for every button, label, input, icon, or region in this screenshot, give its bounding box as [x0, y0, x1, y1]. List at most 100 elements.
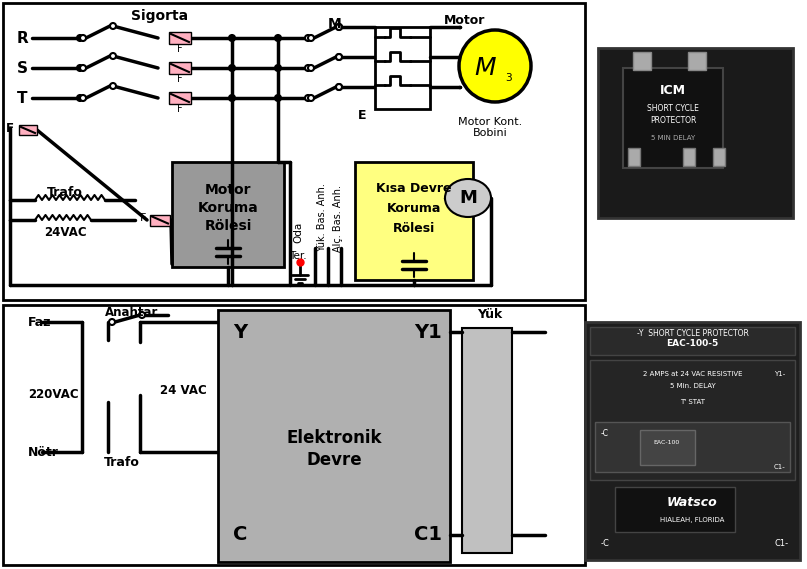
Text: -C: -C	[601, 430, 609, 439]
Text: F: F	[178, 104, 183, 114]
Bar	[688, 52, 706, 70]
Circle shape	[77, 35, 83, 41]
Text: $_3$: $_3$	[505, 68, 513, 84]
Text: F: F	[140, 213, 146, 223]
Text: C1-: C1-	[774, 464, 786, 470]
Circle shape	[308, 65, 314, 71]
Text: C: C	[232, 526, 247, 545]
Circle shape	[336, 24, 342, 30]
Text: M: M	[459, 189, 477, 207]
Text: M: M	[328, 17, 342, 31]
Ellipse shape	[445, 179, 491, 217]
Circle shape	[305, 65, 311, 71]
Bar	[623, 68, 723, 168]
Text: Trafo: Trafo	[47, 185, 83, 199]
Circle shape	[110, 53, 116, 59]
Circle shape	[110, 23, 116, 29]
Bar	[633, 52, 651, 70]
Text: Watsco: Watsco	[667, 496, 718, 509]
Circle shape	[336, 54, 342, 60]
Bar	[590, 327, 795, 355]
Text: Kısa Devre: Kısa Devre	[376, 182, 452, 195]
Circle shape	[459, 30, 531, 102]
Circle shape	[109, 319, 115, 325]
Circle shape	[80, 35, 86, 41]
Bar	[3, 305, 585, 565]
Text: Y1-: Y1-	[775, 371, 786, 377]
Circle shape	[305, 95, 311, 101]
Circle shape	[139, 312, 145, 318]
Bar	[683, 148, 695, 166]
Bar	[590, 360, 795, 480]
Text: 5 Min. DELAY: 5 Min. DELAY	[670, 383, 715, 389]
Bar	[615, 487, 735, 532]
Text: -Y  SHORT CYCLE PROTECTOR: -Y SHORT CYCLE PROTECTOR	[637, 329, 748, 339]
Text: F: F	[6, 122, 14, 134]
Text: T: T	[17, 90, 27, 105]
Text: Rölesi: Rölesi	[393, 221, 435, 234]
Circle shape	[336, 84, 342, 90]
Text: Trafo: Trafo	[104, 456, 140, 469]
Text: Y1: Y1	[414, 323, 442, 341]
Text: E: E	[358, 109, 366, 122]
Text: Motor: Motor	[205, 183, 251, 197]
Circle shape	[305, 35, 311, 41]
Text: Motor: Motor	[445, 14, 486, 27]
Bar	[169, 32, 191, 44]
Circle shape	[336, 84, 342, 90]
Bar	[713, 148, 725, 166]
Circle shape	[275, 35, 281, 41]
Text: Sigorta: Sigorta	[132, 9, 189, 23]
Circle shape	[77, 65, 83, 71]
Circle shape	[229, 95, 235, 101]
Bar	[218, 310, 450, 562]
Text: Koruma: Koruma	[387, 201, 441, 215]
Text: T' STAT: T' STAT	[680, 399, 705, 405]
Text: R: R	[16, 31, 28, 46]
Text: Y: Y	[233, 323, 247, 341]
Text: Ter.: Ter.	[289, 251, 307, 261]
Text: Devre: Devre	[306, 451, 362, 469]
Text: EAC-100-5: EAC-100-5	[667, 340, 718, 348]
Text: F: F	[178, 74, 183, 84]
Text: C1: C1	[414, 526, 442, 545]
Circle shape	[229, 35, 235, 41]
Text: Rölesi: Rölesi	[204, 219, 252, 233]
Text: EAC-100: EAC-100	[654, 439, 680, 444]
Circle shape	[80, 95, 86, 101]
Text: Anahtar: Anahtar	[105, 307, 159, 320]
Text: -C: -C	[600, 539, 609, 549]
Circle shape	[308, 95, 314, 101]
Text: PROTECTOR: PROTECTOR	[650, 116, 696, 125]
Bar	[595, 422, 790, 472]
Circle shape	[77, 95, 83, 101]
Circle shape	[275, 95, 281, 101]
Text: Oda: Oda	[293, 221, 303, 242]
Text: 2 AMPS at 24 VAC RESISTIVE: 2 AMPS at 24 VAC RESISTIVE	[642, 371, 742, 377]
Bar	[169, 62, 191, 74]
Bar	[628, 148, 640, 166]
Bar	[598, 48, 793, 218]
Bar	[375, 27, 430, 109]
Bar	[640, 430, 695, 465]
Text: 24VAC: 24VAC	[44, 225, 86, 238]
Text: Yük. Bas. Anh.: Yük. Bas. Anh.	[317, 184, 327, 253]
Text: 220VAC: 220VAC	[28, 389, 78, 402]
Circle shape	[229, 65, 235, 71]
Bar	[172, 162, 284, 267]
Text: 5 MIN DELAY: 5 MIN DELAY	[651, 135, 695, 141]
Bar	[19, 125, 37, 135]
Bar	[355, 162, 473, 280]
Text: Bobini: Bobini	[473, 128, 508, 138]
Text: HIALEAH, FLORIDA: HIALEAH, FLORIDA	[660, 517, 725, 523]
Text: S: S	[16, 60, 27, 76]
Text: Yük: Yük	[478, 308, 503, 321]
Text: Elektronik: Elektronik	[286, 429, 382, 447]
Circle shape	[336, 24, 342, 30]
Bar	[585, 322, 800, 560]
Circle shape	[80, 65, 86, 71]
Bar	[3, 3, 585, 300]
Text: Nötr: Nötr	[28, 446, 59, 459]
Bar	[462, 328, 512, 553]
Circle shape	[275, 65, 281, 71]
